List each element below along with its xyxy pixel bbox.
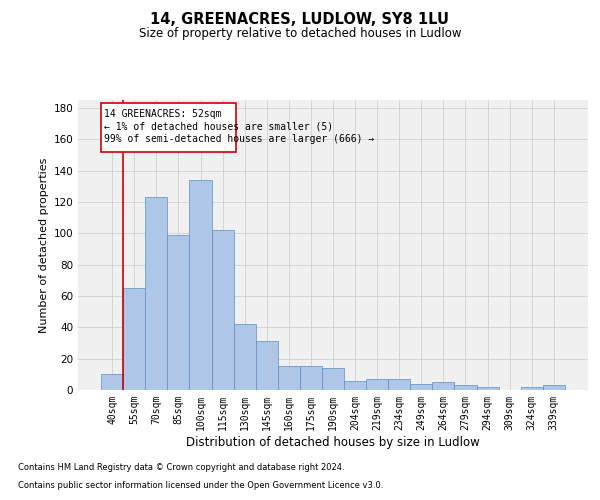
Bar: [388, 379, 410, 390]
Bar: [476, 387, 499, 390]
Text: 99% of semi-detached houses are larger (666) →: 99% of semi-detached houses are larger (…: [104, 134, 375, 144]
Text: Contains HM Land Registry data © Crown copyright and database right 2024.: Contains HM Land Registry data © Crown c…: [18, 464, 344, 472]
Bar: [212, 230, 233, 390]
X-axis label: Distribution of detached houses by size in Ludlow: Distribution of detached houses by size …: [186, 436, 480, 448]
Text: 14, GREENACRES, LUDLOW, SY8 1LU: 14, GREENACRES, LUDLOW, SY8 1LU: [151, 12, 449, 28]
Bar: [233, 324, 256, 390]
Text: 14 GREENACRES: 52sqm: 14 GREENACRES: 52sqm: [104, 110, 222, 120]
Bar: [410, 384, 433, 390]
Bar: [101, 374, 123, 390]
Bar: [101, 103, 236, 152]
Bar: [322, 368, 344, 390]
Bar: [123, 288, 145, 390]
Bar: [167, 235, 190, 390]
Bar: [190, 180, 212, 390]
Bar: [278, 366, 300, 390]
Bar: [543, 386, 565, 390]
Y-axis label: Number of detached properties: Number of detached properties: [39, 158, 49, 332]
Text: ← 1% of detached houses are smaller (5): ← 1% of detached houses are smaller (5): [104, 121, 334, 131]
Bar: [521, 387, 543, 390]
Text: Size of property relative to detached houses in Ludlow: Size of property relative to detached ho…: [139, 28, 461, 40]
Text: Contains public sector information licensed under the Open Government Licence v3: Contains public sector information licen…: [18, 481, 383, 490]
Bar: [433, 382, 454, 390]
Bar: [454, 386, 476, 390]
Bar: [145, 197, 167, 390]
Bar: [256, 342, 278, 390]
Bar: [366, 379, 388, 390]
Bar: [344, 380, 366, 390]
Bar: [300, 366, 322, 390]
